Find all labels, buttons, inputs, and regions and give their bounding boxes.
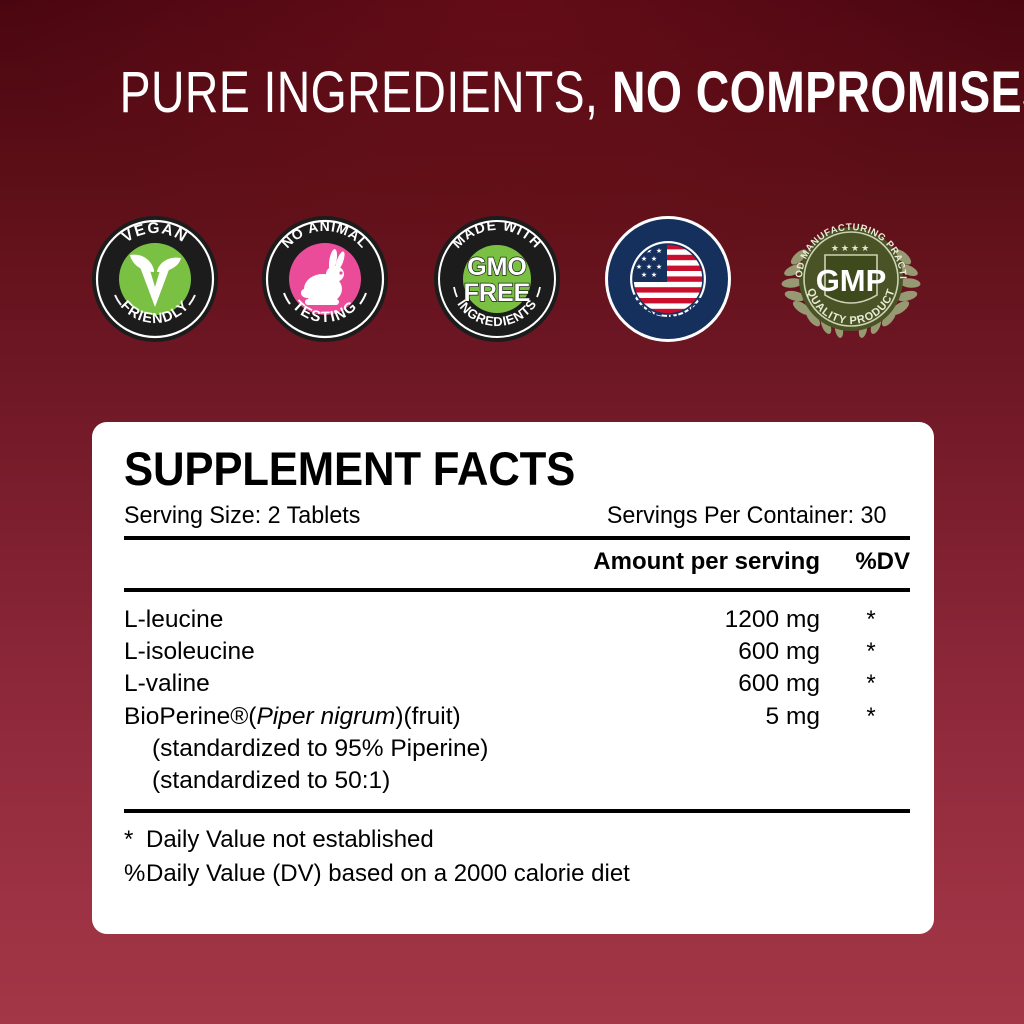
ingredient-name: L-leucine bbox=[124, 605, 224, 633]
bioperine-subline: (standardized to 95% Piperine) bbox=[152, 735, 489, 763]
vegan-friendly-badge: VEGAN FRIENDLY bbox=[91, 215, 219, 343]
gmp-stars: ★★★★ bbox=[831, 243, 871, 253]
amount-per-serving-header: Amount per serving bbox=[593, 547, 820, 575]
ingredient-name: L-isoleucine bbox=[124, 638, 255, 666]
made-in-usa-badge: ★★★ ★★ ★★★ ★★ MADE IN USA MADE IN USA bbox=[604, 215, 732, 343]
gmo-free-icon: GMO FREE MADE WITH INGREDIENTS bbox=[434, 216, 560, 342]
certification-badge-row: VEGAN FRIENDLY bbox=[91, 215, 933, 343]
table-row: L-valine 600 mg * bbox=[124, 668, 910, 700]
dv-header: %DV bbox=[855, 547, 910, 575]
ingredient-dv: * bbox=[866, 638, 876, 666]
svg-text:★: ★ bbox=[656, 263, 662, 271]
supplement-facts-card: SUPPLEMENT FACTS Serving Size: 2 Tablets… bbox=[92, 422, 934, 934]
ingredient-amount: 600 mg bbox=[738, 670, 820, 698]
footnote-marker: * bbox=[124, 825, 134, 853]
headline-heavy-text: NO COMPROMISES bbox=[612, 60, 1024, 125]
svg-text:★: ★ bbox=[636, 263, 642, 271]
ingredient-name: L-valine bbox=[124, 670, 210, 698]
ingredient-dv: * bbox=[866, 605, 876, 633]
footnote: * Daily Value not established bbox=[124, 823, 910, 857]
ingredient-dv: * bbox=[866, 670, 876, 698]
servings-per-container-label: Servings Per Container: 30 bbox=[606, 501, 887, 529]
footnote: %Daily Value (DV) based on a 2000 calori… bbox=[124, 857, 910, 891]
footnote-text: Daily Value not established bbox=[146, 825, 434, 853]
footnote-group: * Daily Value not established %Daily Valu… bbox=[124, 813, 910, 891]
serving-size-label: Serving Size: 2 Tablets bbox=[124, 501, 361, 529]
vegan-friendly-icon: VEGAN FRIENDLY bbox=[92, 216, 218, 342]
gmp-badge: ★★★★ GMP GOOD MANUFACTURING PRACTICE QUA… bbox=[781, 215, 921, 343]
gmo-line-1: GMO bbox=[467, 253, 527, 281]
divider-middle bbox=[124, 587, 910, 592]
divider-bottom bbox=[124, 808, 910, 813]
no-animal-testing-badge: NO ANIMAL TESTING bbox=[261, 215, 389, 343]
table-row: L-isoleucine 600 mg * bbox=[124, 636, 910, 668]
ingredient-rows: L-leucine 1200 mg * L-isoleucine 600 mg … bbox=[124, 592, 910, 798]
svg-text:★: ★ bbox=[656, 247, 662, 255]
svg-text:★: ★ bbox=[641, 255, 647, 263]
table-row: BioPerine®(Piper nigrum)(fruit) 5 mg * bbox=[124, 701, 910, 733]
divider-top bbox=[124, 535, 910, 540]
ingredient-name: BioPerine®(Piper nigrum)(fruit) bbox=[124, 701, 461, 733]
ingredient-dv: * bbox=[866, 702, 876, 730]
svg-text:★: ★ bbox=[641, 271, 647, 279]
serving-info-row: Serving Size: 2 Tablets Servings Per Con… bbox=[124, 502, 886, 530]
table-header-row: Amount per serving %DV bbox=[124, 540, 910, 582]
gmo-line-2: FREE bbox=[464, 279, 531, 307]
ingredient-amount: 600 mg bbox=[738, 638, 820, 666]
no-animal-testing-icon: NO ANIMAL TESTING bbox=[262, 216, 388, 342]
svg-text:★: ★ bbox=[646, 247, 652, 255]
svg-text:★: ★ bbox=[651, 255, 657, 263]
footnote-text: Daily Value (DV) based on a 2000 calorie… bbox=[146, 859, 630, 887]
ingredient-amount: 5 mg bbox=[765, 702, 820, 730]
supplement-facts-title: SUPPLEMENT FACTS bbox=[124, 442, 576, 495]
bioperine-prefix: BioPerine®( bbox=[124, 702, 257, 730]
headline-light-text: PURE INGREDIENTS, bbox=[119, 60, 599, 125]
page-headline: PURE INGREDIENTS, NO COMPROMISES bbox=[0, 64, 1024, 122]
gmo-free-badge: GMO FREE MADE WITH INGREDIENTS bbox=[433, 215, 561, 343]
gmp-laurel-icon: ★★★★ GMP GOOD MANUFACTURING PRACTICE QUA… bbox=[781, 215, 921, 338]
svg-text:★: ★ bbox=[646, 263, 652, 271]
ingredient-amount: 1200 mg bbox=[724, 605, 820, 633]
svg-text:★: ★ bbox=[651, 271, 657, 279]
usa-flag-icon: ★★★ ★★ ★★★ ★★ MADE IN USA MADE IN USA bbox=[605, 216, 731, 342]
table-row: L-leucine 1200 mg * bbox=[124, 604, 910, 636]
bioperine-latin-name: Piper nigrum bbox=[256, 702, 396, 730]
bioperine-subline: (standardized to 50:1) bbox=[152, 767, 391, 795]
footnote-marker: % bbox=[124, 859, 146, 887]
gmp-center-label: GMP bbox=[816, 263, 887, 298]
bioperine-suffix: )(fruit) bbox=[395, 702, 461, 730]
